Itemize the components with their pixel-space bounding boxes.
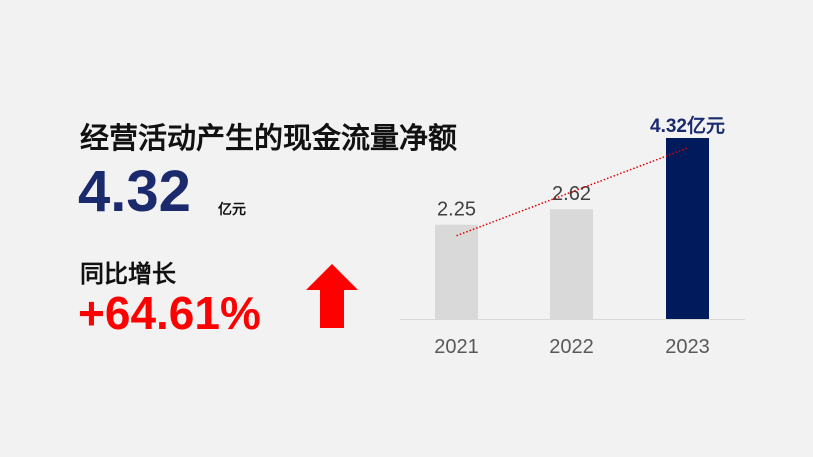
x-tick-label: 2021 — [434, 336, 479, 358]
bar-2022 — [550, 209, 593, 319]
main-value: 4.32 — [78, 159, 191, 224]
arrow-up-icon — [306, 264, 358, 332]
trend-line — [456, 147, 688, 237]
bar-2023 — [666, 138, 709, 319]
x-tick-label: 2023 — [665, 336, 710, 358]
bar-2021 — [435, 224, 478, 319]
main-value-unit: 亿元 — [218, 202, 246, 218]
x-tick-label: 2022 — [549, 336, 594, 358]
data-label: 4.32亿元 — [650, 114, 725, 137]
data-label: 2.25 — [437, 199, 476, 221]
yoy-label: 同比增长 — [80, 260, 176, 288]
title: 经营活动产生的现金流量净额 — [80, 121, 458, 155]
yoy-value: +64.61% — [78, 287, 261, 339]
